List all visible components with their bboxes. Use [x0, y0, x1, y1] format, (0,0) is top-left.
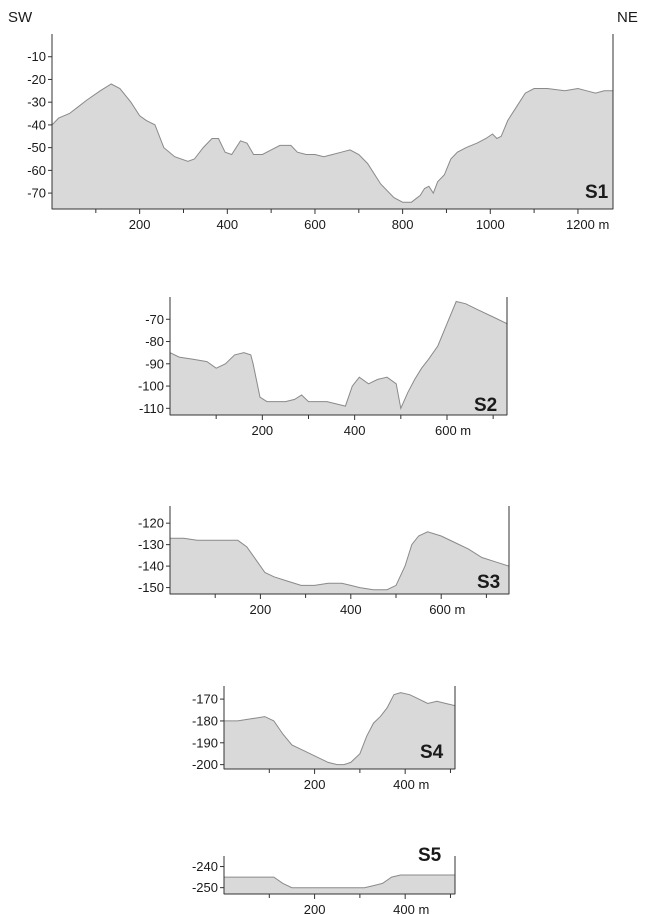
x-tick-label: 600 m — [429, 602, 465, 617]
y-tick-label: -70 — [145, 312, 164, 327]
x-tick-label: 200 — [304, 902, 326, 914]
x-tick-label: 1000 — [476, 217, 505, 232]
profile-panel-s5: -240 -250 200 400 m S5 — [192, 845, 456, 914]
orientation-label-ne: NE — [617, 9, 638, 26]
x-tick-label: 200 — [304, 777, 326, 792]
x-tick-label: 400 — [344, 423, 366, 438]
y-tick-label: -70 — [27, 186, 46, 201]
y-tick-label: -250 — [192, 880, 218, 895]
panel-label: S3 — [477, 572, 500, 593]
panel-label: S2 — [474, 395, 497, 416]
profile-area — [223, 874, 456, 895]
panel-label: S4 — [420, 742, 444, 763]
x-tick-label: 1200 m — [566, 217, 609, 232]
panel-label: S1 — [585, 182, 609, 203]
y-tick-label: -150 — [138, 580, 164, 595]
y-tick-label: -110 — [139, 401, 164, 416]
panel-label: S5 — [418, 845, 442, 866]
orientation-label-sw: SW — [8, 9, 33, 26]
y-tick-label: -60 — [27, 163, 46, 178]
profile-area — [51, 83, 614, 210]
profile-panel-s4: -170 -180 -190 -200 200 400 m S4 — [192, 686, 456, 792]
y-tick-label: -40 — [27, 117, 46, 132]
y-tick-label: -30 — [27, 95, 46, 110]
y-tick-label: -190 — [192, 735, 218, 750]
y-tick-label: -130 — [138, 537, 164, 552]
profile-area — [169, 531, 510, 595]
profile-area — [223, 692, 456, 770]
y-tick-label: -20 — [27, 72, 46, 87]
y-tick-label: -180 — [192, 713, 218, 728]
x-tick-label: 400 — [340, 602, 362, 617]
profile-panel-s1: -10 -20 -30 -40 -50 -60 -70 200 400 600 800 1000 120… — [27, 34, 614, 232]
x-tick-label: 800 — [392, 217, 414, 232]
y-tick-label: -120 — [138, 516, 164, 531]
y-tick-label: -10 — [27, 49, 46, 64]
x-tick-label: 200 — [251, 423, 273, 438]
profile-panel-s2: -70 -80 -90 -100 -110 200 400 600 mS2 — [138, 297, 508, 438]
y-tick-label: -80 — [145, 334, 164, 349]
y-tick-label: -170 — [192, 692, 218, 707]
profile-panel-s3: -120 -130 -140 -150 200 400 600 m S3 — [138, 506, 510, 617]
x-tick-label: 600 m — [435, 423, 471, 438]
y-tick-label: -140 — [138, 559, 164, 574]
x-tick-label: 200 — [250, 602, 272, 617]
x-tick-label: 200 — [129, 217, 151, 232]
y-tick-label: -240 — [192, 859, 218, 874]
x-tick-label: 400 — [216, 217, 238, 232]
x-tick-label: 400 m — [393, 902, 429, 914]
y-tick-label: -50 — [27, 140, 46, 155]
y-tick-label: -90 — [145, 356, 164, 371]
y-tick-label: -100 — [138, 379, 164, 394]
x-tick-label: 400 m — [393, 777, 429, 792]
profile-area — [169, 300, 508, 416]
y-tick-label: -200 — [192, 757, 218, 772]
x-tick-label: 600 — [304, 217, 326, 232]
